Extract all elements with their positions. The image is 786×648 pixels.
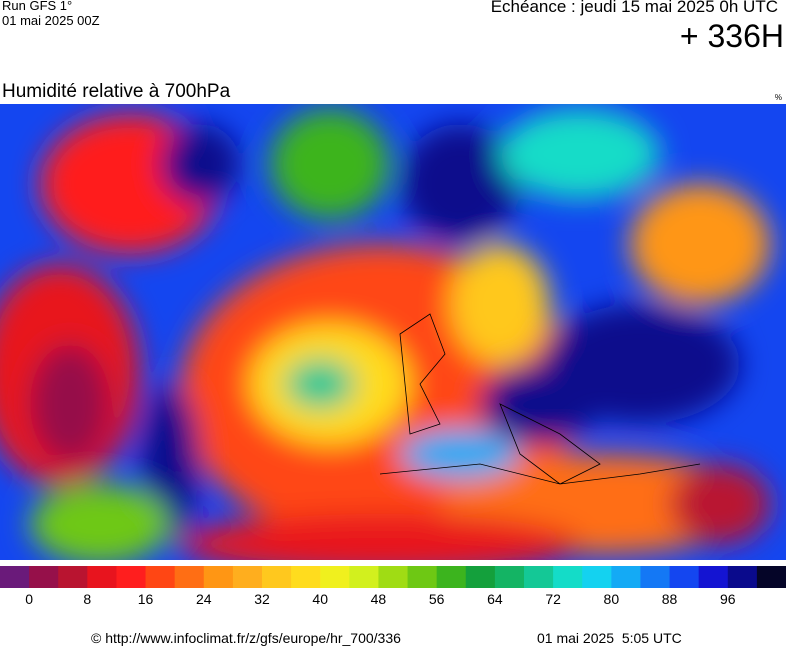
legend-tick-label: 8 — [83, 591, 91, 607]
legend-swatch — [116, 566, 147, 588]
legend-tick-label: 40 — [312, 591, 328, 607]
run-label: Run GFS 1° — [2, 0, 73, 13]
generated-time: 01 mai 2025 5:05 UTC — [537, 630, 682, 646]
legend-swatch — [756, 566, 786, 588]
legend-swatch — [174, 566, 205, 588]
legend-swatch — [349, 566, 379, 588]
legend-swatch — [0, 566, 30, 588]
legend-tick-label: 48 — [371, 591, 387, 607]
run-date: 01 mai 2025 00Z — [2, 13, 100, 28]
legend-tick-label: 72 — [545, 591, 561, 607]
color-legend: 0 8 16 24 32 40 48 56 64 72 80 88 96 — [0, 566, 786, 607]
legend-swatch — [232, 566, 263, 588]
legend-swatch — [553, 566, 583, 588]
humidity-map — [0, 104, 786, 560]
legend-swatch — [465, 566, 496, 588]
legend-swatch — [203, 566, 234, 588]
legend-tick-label: 32 — [254, 591, 270, 607]
legend-swatch — [145, 566, 176, 588]
source: © http://www.infoclimat.fr/z/gfs/europe/… — [91, 630, 401, 646]
legend-swatch — [611, 566, 641, 588]
map-title: Humidité relative à 700hPa — [2, 81, 231, 102]
lead-time: + 336H — [679, 18, 784, 54]
legend-swatch — [58, 566, 88, 588]
legend-swatch — [669, 566, 700, 588]
legend-swatch — [407, 566, 438, 588]
legend-swatch — [320, 566, 350, 588]
legend-swatch — [524, 566, 554, 588]
legend-tick-label: 16 — [138, 591, 154, 607]
legend-tick-label: 56 — [429, 591, 445, 607]
legend-swatch — [494, 566, 525, 588]
legend-swatch — [727, 566, 758, 588]
legend-swatch — [582, 566, 612, 588]
legend-tick-label: 64 — [487, 591, 503, 607]
unit: % — [774, 93, 782, 102]
legend-swatch — [698, 566, 729, 588]
legend-tick-label: 80 — [604, 591, 620, 607]
legend-swatch — [640, 566, 671, 588]
legend-tick-label: 96 — [720, 591, 736, 607]
legend-swatch — [29, 566, 59, 588]
legend-swatch — [378, 566, 409, 588]
legend-tick-label: 88 — [662, 591, 678, 607]
legend-tick-label: 24 — [196, 591, 212, 607]
legend-tick-label: 0 — [25, 591, 33, 607]
legend-swatch — [87, 566, 117, 588]
legend-swatch — [436, 566, 467, 588]
legend-swatch — [262, 566, 292, 588]
valid-time: Echéance : jeudi 15 mai 2025 0h UTC — [490, 0, 778, 16]
legend-swatch — [291, 566, 321, 588]
